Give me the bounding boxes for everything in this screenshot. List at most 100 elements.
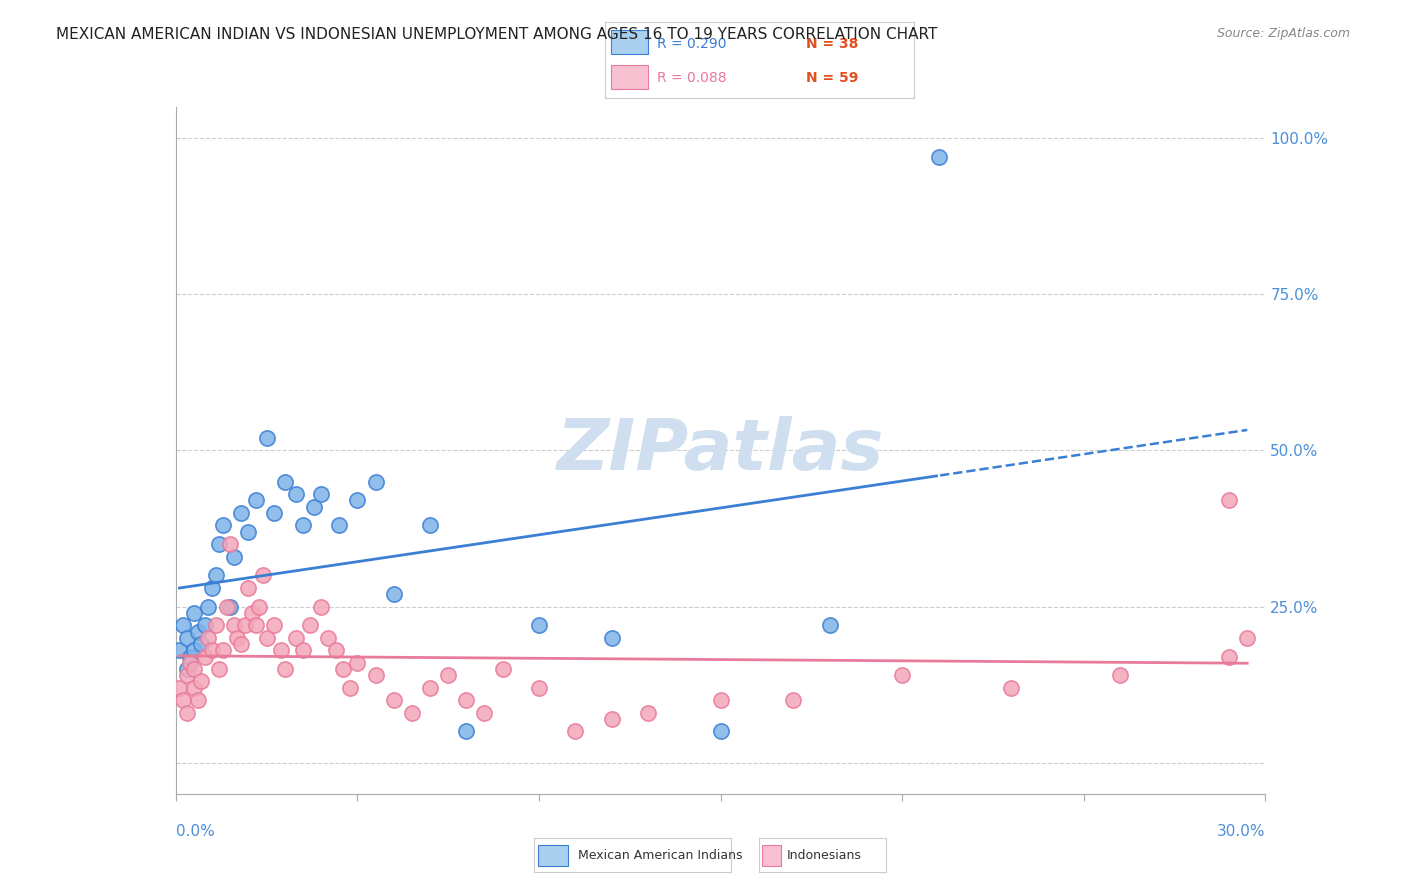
Point — [1218, 493, 1240, 508]
Text: MEXICAN AMERICAN INDIAN VS INDONESIAN UNEMPLOYMENT AMONG AGES 16 TO 19 YEARS COR: MEXICAN AMERICAN INDIAN VS INDONESIAN UN… — [56, 27, 938, 42]
Point — [186, 693, 209, 707]
Point — [245, 493, 267, 508]
Point — [382, 693, 405, 707]
Point — [183, 662, 205, 676]
Point — [208, 537, 231, 551]
Point — [183, 606, 205, 620]
Point — [332, 662, 354, 676]
Point — [527, 681, 550, 695]
Point — [419, 518, 441, 533]
Point — [176, 662, 198, 676]
Point — [252, 568, 274, 582]
Point — [299, 618, 322, 632]
Bar — [610, 30, 648, 54]
Point — [226, 631, 249, 645]
Point — [233, 618, 256, 632]
Point — [194, 649, 217, 664]
Text: Indonesians: Indonesians — [787, 849, 862, 862]
Point — [204, 618, 226, 632]
Point — [215, 599, 238, 614]
Point — [179, 656, 201, 670]
Bar — [538, 846, 568, 865]
Point — [238, 524, 260, 539]
Point — [208, 662, 231, 676]
Point — [474, 706, 496, 720]
Point — [256, 431, 278, 445]
Point — [194, 618, 217, 632]
Point — [600, 712, 623, 726]
Point — [527, 618, 550, 632]
Point — [328, 518, 350, 533]
Point — [263, 618, 285, 632]
Point — [291, 518, 314, 533]
Point — [456, 693, 478, 707]
Point — [219, 537, 242, 551]
Text: R = 0.088: R = 0.088 — [657, 70, 727, 85]
Point — [176, 631, 198, 645]
Point — [274, 662, 297, 676]
Point — [437, 668, 460, 682]
Point — [247, 599, 270, 614]
Point — [179, 649, 201, 664]
Point — [169, 681, 191, 695]
Point — [318, 631, 340, 645]
Point — [891, 668, 914, 682]
Point — [302, 500, 325, 514]
Point — [231, 506, 253, 520]
Text: ZIPatlas: ZIPatlas — [557, 416, 884, 485]
Bar — [610, 65, 648, 89]
Point — [710, 724, 733, 739]
Point — [263, 506, 285, 520]
Point — [364, 668, 387, 682]
Point — [346, 493, 368, 508]
Point — [212, 643, 235, 657]
Point — [1000, 681, 1022, 695]
Point — [456, 724, 478, 739]
Text: N = 59: N = 59 — [806, 70, 858, 85]
Point — [325, 643, 347, 657]
Point — [245, 618, 267, 632]
Point — [172, 693, 194, 707]
Point — [1218, 649, 1240, 664]
Point — [637, 706, 659, 720]
Text: 0.0%: 0.0% — [176, 824, 215, 839]
Point — [382, 587, 405, 601]
Point — [222, 618, 245, 632]
Point — [309, 599, 332, 614]
Point — [346, 656, 368, 670]
Point — [270, 643, 292, 657]
Point — [284, 631, 307, 645]
Text: Mexican American Indians: Mexican American Indians — [578, 849, 742, 862]
Point — [600, 631, 623, 645]
Point — [240, 606, 263, 620]
Point — [231, 637, 253, 651]
Point — [291, 643, 314, 657]
Bar — [762, 846, 780, 865]
Point — [419, 681, 441, 695]
Point — [364, 475, 387, 489]
Point — [401, 706, 423, 720]
Point — [818, 618, 841, 632]
Point — [256, 631, 278, 645]
Point — [176, 668, 198, 682]
Point — [564, 724, 586, 739]
Point — [183, 681, 205, 695]
Point — [782, 693, 804, 707]
Point — [1109, 668, 1132, 682]
Text: N = 38: N = 38 — [806, 37, 858, 51]
Point — [190, 637, 212, 651]
Text: R = 0.290: R = 0.290 — [657, 37, 727, 51]
Point — [238, 581, 260, 595]
Text: 30.0%: 30.0% — [1218, 824, 1265, 839]
Point — [222, 549, 245, 564]
Point — [169, 643, 191, 657]
Point — [197, 631, 219, 645]
Point — [186, 624, 209, 639]
Point — [212, 518, 235, 533]
Point — [309, 487, 332, 501]
Point — [201, 643, 224, 657]
Point — [183, 643, 205, 657]
Text: Source: ZipAtlas.com: Source: ZipAtlas.com — [1216, 27, 1350, 40]
Point — [284, 487, 307, 501]
Point — [492, 662, 515, 676]
